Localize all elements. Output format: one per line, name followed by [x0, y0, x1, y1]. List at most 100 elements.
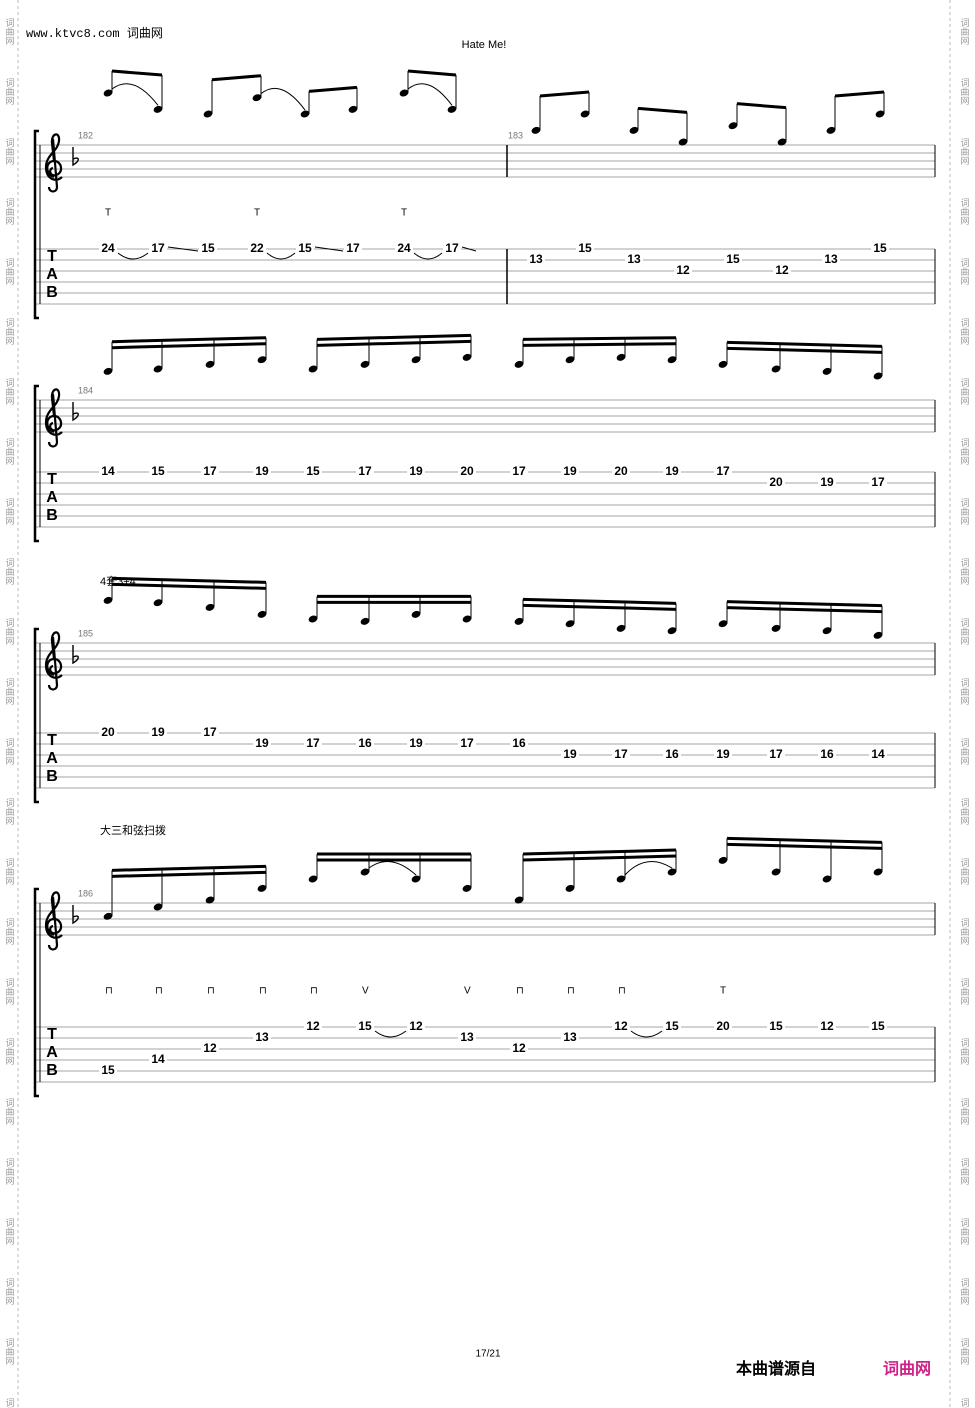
- key-flat: [72, 402, 79, 422]
- fret-number: 17: [306, 736, 320, 750]
- fret-background: [818, 749, 836, 761]
- fret-background: [561, 749, 579, 761]
- treble-clef: [44, 891, 63, 951]
- fret-background: [714, 466, 732, 478]
- notehead: [514, 617, 524, 625]
- fret-background: [714, 749, 732, 761]
- fret-background: [561, 1032, 579, 1044]
- watermark: 词曲网: [4, 378, 15, 406]
- fret-background: [510, 466, 528, 478]
- fret-number: 20: [769, 475, 783, 489]
- fret-background: [869, 1021, 887, 1033]
- watermark: 词曲网: [4, 18, 15, 46]
- staff-tie: [624, 861, 673, 876]
- watermark: 词曲网: [959, 1158, 970, 1186]
- beam: [726, 346, 883, 354]
- beam: [111, 336, 267, 344]
- fret-number: 13: [563, 1030, 577, 1044]
- watermark: 词曲网: [4, 738, 15, 766]
- beam: [736, 102, 787, 110]
- fret-background: [304, 466, 322, 478]
- notehead: [629, 126, 639, 134]
- fret-number: 13: [627, 252, 641, 266]
- fret-background: [304, 1021, 322, 1033]
- notehead: [718, 360, 728, 368]
- system-bracket: [33, 129, 39, 320]
- notehead: [667, 356, 677, 364]
- notehead: [399, 89, 409, 97]
- watermark: 词曲网: [959, 798, 970, 826]
- notehead: [565, 620, 575, 628]
- notehead: [153, 599, 163, 607]
- notehead: [462, 353, 472, 361]
- notehead: [728, 122, 738, 130]
- fret-background: [663, 749, 681, 761]
- staff-tie: [368, 861, 417, 876]
- fret-background: [253, 738, 271, 750]
- staff-tie: [407, 83, 453, 106]
- fret-background: [344, 243, 362, 255]
- fret-background: [527, 254, 545, 266]
- fret-number: 15: [665, 1019, 679, 1033]
- fret-background: [201, 727, 219, 739]
- fret-number: 17: [512, 464, 526, 478]
- fret-number: 17: [769, 747, 783, 761]
- beam: [211, 74, 262, 82]
- fret-background: [99, 1065, 117, 1077]
- fret-number: 17: [614, 747, 628, 761]
- fret-background: [296, 243, 314, 255]
- notehead: [153, 365, 163, 373]
- fret-background: [149, 727, 167, 739]
- tab-clef-letter: B: [46, 284, 58, 301]
- fret-number: 15: [298, 241, 312, 255]
- notehead: [777, 138, 787, 146]
- beam: [407, 69, 457, 77]
- fret-background: [869, 477, 887, 489]
- watermark: 词曲网: [959, 678, 970, 706]
- fret-background: [201, 466, 219, 478]
- notehead: [411, 875, 421, 883]
- notehead: [257, 884, 267, 892]
- tab-slide: [461, 246, 477, 252]
- fret-background: [869, 749, 887, 761]
- notehead: [875, 110, 885, 118]
- watermark: 词曲网: [4, 1158, 15, 1186]
- fret-number: 15: [201, 241, 215, 255]
- fret-number: 13: [529, 252, 543, 266]
- system-bracket: [33, 887, 39, 1098]
- technique-mark: T: [720, 986, 726, 997]
- fret-background: [201, 1043, 219, 1055]
- treble-clef: [44, 631, 63, 691]
- notehead: [514, 896, 524, 904]
- fret-number: 17: [203, 464, 217, 478]
- fret-background: [767, 749, 785, 761]
- watermark: 词曲网: [959, 18, 970, 46]
- notehead: [873, 631, 883, 639]
- fret-number: 16: [665, 747, 679, 761]
- key-flat: [72, 147, 79, 167]
- fret-number: 22: [250, 241, 264, 255]
- notehead: [667, 627, 677, 635]
- beam: [522, 854, 677, 862]
- fret-number: 15: [306, 464, 320, 478]
- notehead: [718, 620, 728, 628]
- annotation: 大三和弦扫拨: [100, 823, 166, 837]
- technique-mark: T: [105, 208, 111, 219]
- notehead: [718, 856, 728, 864]
- fret-number: 17: [460, 736, 474, 750]
- beam: [522, 336, 677, 341]
- fret-background: [253, 466, 271, 478]
- fret-number: 13: [824, 252, 838, 266]
- notehead: [514, 360, 524, 368]
- fret-background: [304, 738, 322, 750]
- tab-tie: [117, 252, 149, 260]
- measure-number: 182: [78, 130, 93, 140]
- notehead: [822, 875, 832, 883]
- fret-number: 15: [769, 1019, 783, 1033]
- beam: [111, 342, 267, 350]
- beam: [726, 340, 883, 348]
- watermark: 词曲网: [4, 78, 15, 106]
- fret-background: [356, 738, 374, 750]
- tab-slide: [314, 246, 344, 252]
